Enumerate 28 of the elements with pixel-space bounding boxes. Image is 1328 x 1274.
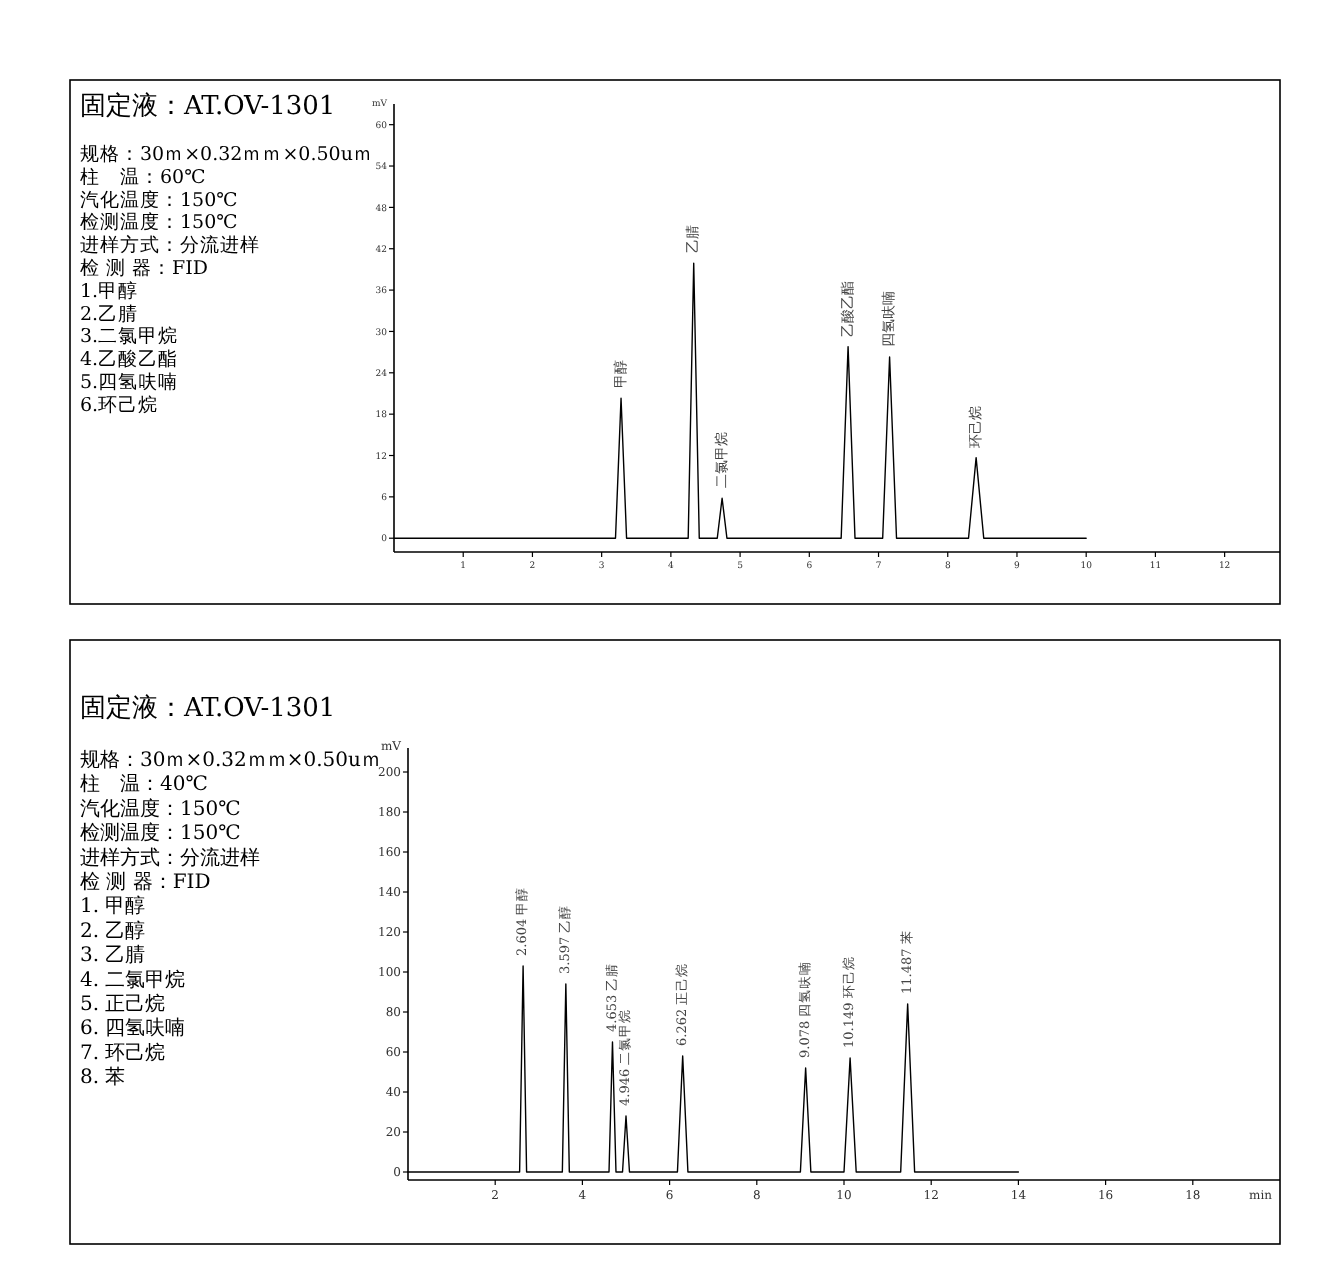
text: 检测温度：150℃ <box>80 821 241 846</box>
text: 进样方式：分流进样 <box>80 233 260 258</box>
text: 4. 二氯甲烷 <box>80 967 186 992</box>
text: 检测温度：150℃ <box>80 210 239 235</box>
text: 汽化温度：150℃ <box>80 187 239 212</box>
chart-title: 固定液：AT.OV-1301 <box>80 92 336 122</box>
text: 4.乙酸乙酯 <box>80 347 179 372</box>
text: 8. 苯 <box>80 1065 126 1090</box>
text: 6.环己烷 <box>80 392 159 417</box>
text: 7. 环己烷 <box>80 1040 166 1065</box>
text: 3.二氯甲烷 <box>80 324 179 349</box>
text: 柱 温：40℃ <box>80 772 208 797</box>
text: 1.甲醇 <box>80 278 139 303</box>
text: 汽化温度：150℃ <box>80 796 241 821</box>
chart-title: 固定液：AT.OV-1301 <box>80 694 336 724</box>
text: 规格：30ｍ×0.32ｍｍ×0.50uｍ <box>80 142 373 166</box>
text: 进样方式：分流进样 <box>80 845 260 870</box>
text: 5.四氢呋喃 <box>80 370 179 394</box>
text: 柱 温：60℃ <box>80 164 207 189</box>
text: 2.乙腈 <box>80 301 139 326</box>
text: 规格：30ｍ×0.32ｍｍ×0.50uｍ <box>80 748 381 772</box>
text: 6. 四氢呋喃 <box>80 1016 186 1041</box>
text: 2. 乙醇 <box>80 918 146 943</box>
text: 5. 正己烷 <box>80 992 166 1016</box>
text: 检 测 器：FID <box>80 870 211 894</box>
text: 3. 乙腈 <box>80 943 146 968</box>
text: 1. 甲醇 <box>80 894 146 919</box>
text: 检 测 器：FID <box>80 256 209 280</box>
